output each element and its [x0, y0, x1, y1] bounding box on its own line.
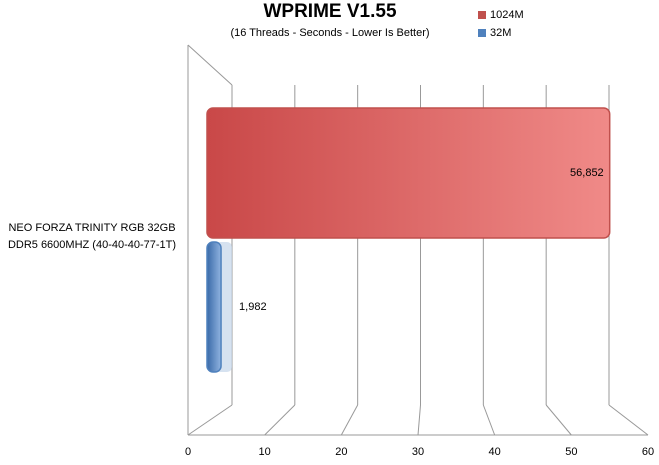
left-wall-top [187, 44, 233, 86]
x-tick-label: 20 [335, 446, 347, 458]
bar [206, 241, 222, 373]
grid-floor-line [545, 404, 572, 436]
chart-subtitle: (16 Threads - Seconds - Lower Is Better) [230, 27, 429, 39]
legend-swatch [478, 11, 486, 19]
grid-floor-line [187, 404, 233, 436]
bar [206, 107, 611, 239]
grid-floor-line [340, 404, 359, 436]
x-tick-label: 60 [642, 446, 654, 458]
data-label: 1,982 [239, 301, 267, 313]
grid-floor-line [417, 404, 421, 436]
grid-floor-line [264, 404, 296, 436]
x-tick-label: 50 [565, 446, 577, 458]
legend-label: 32M [490, 27, 511, 39]
x-tick-label: 40 [489, 446, 501, 458]
legend-label: 1024M [490, 9, 524, 21]
x-tick-label: 30 [412, 446, 424, 458]
grid-floor-line [608, 404, 649, 436]
data-label: 56,852 [570, 167, 604, 179]
legend-swatch [478, 29, 486, 37]
category-label: NEO FORZA TRINITY RGB 32GB DDR5 6600MHZ … [7, 222, 177, 251]
x-tick-label: 0 [185, 446, 191, 458]
grid-floor-line [482, 404, 496, 436]
chart-title: WPRIME V1.55 [263, 1, 396, 22]
x-tick-label: 10 [259, 446, 271, 458]
